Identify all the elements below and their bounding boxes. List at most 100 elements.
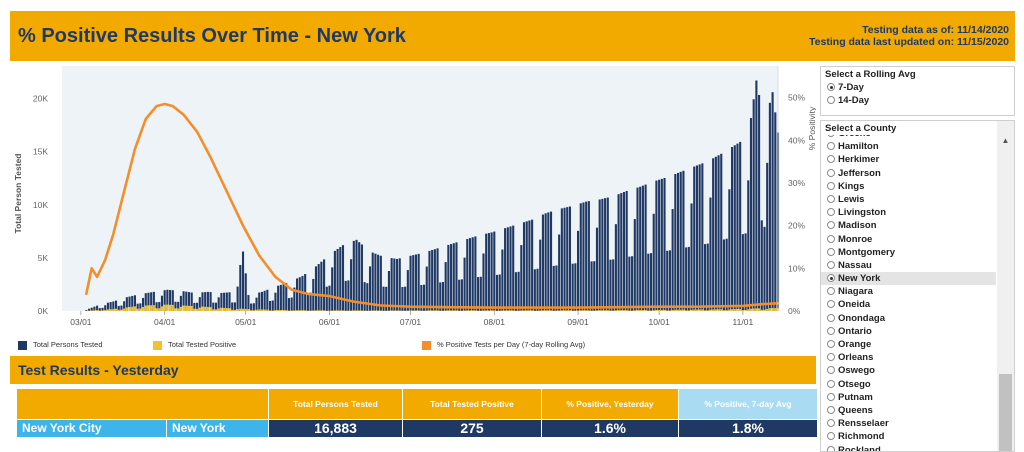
positive-bar bbox=[231, 309, 234, 311]
tested-bar bbox=[768, 102, 771, 311]
county-option[interactable]: Queens bbox=[821, 404, 996, 417]
tested-bar bbox=[563, 207, 566, 311]
county-option[interactable]: Oneida bbox=[821, 298, 996, 311]
legend-swatch-positive bbox=[153, 340, 162, 350]
county-option[interactable]: Rensselaer bbox=[821, 417, 996, 430]
positive-bar bbox=[341, 310, 345, 311]
tested-bar bbox=[514, 272, 517, 311]
county-option[interactable]: Monroe bbox=[821, 233, 996, 246]
tested-bar bbox=[487, 233, 490, 311]
county-option[interactable]: Nassau bbox=[821, 259, 996, 272]
tested-bar bbox=[393, 258, 396, 311]
tested-bar bbox=[741, 234, 744, 311]
county-option[interactable]: Herkimer bbox=[821, 153, 996, 166]
positive-bar bbox=[436, 310, 439, 311]
tested-bar bbox=[460, 279, 463, 311]
positive-bar bbox=[644, 309, 647, 311]
positive-bar bbox=[655, 309, 658, 311]
tested-bar bbox=[201, 292, 204, 311]
tested-bar bbox=[649, 253, 653, 311]
positive-bar bbox=[117, 309, 120, 311]
county-option[interactable]: Hamilton bbox=[821, 140, 996, 153]
tested-bar bbox=[690, 203, 693, 311]
positive-bar bbox=[106, 309, 109, 311]
positive-bar bbox=[312, 310, 315, 311]
tested-bar bbox=[420, 284, 423, 311]
positive-bar bbox=[166, 304, 169, 311]
testing-dates: Testing data as of: 11/14/2020 Testing d… bbox=[809, 24, 1009, 48]
tested-bar bbox=[328, 285, 331, 311]
positive-bar bbox=[617, 310, 620, 311]
county-option[interactable]: Richmond bbox=[821, 430, 996, 443]
positive-bar bbox=[671, 310, 674, 311]
tested-bar bbox=[585, 201, 588, 311]
rolling-option-7day[interactable]: 7-Day bbox=[821, 81, 1014, 94]
county-option[interactable]: Lewis bbox=[821, 193, 996, 206]
tested-bar bbox=[206, 291, 209, 311]
county-option[interactable]: Montgomery bbox=[821, 246, 996, 259]
positive-bar bbox=[587, 310, 590, 311]
scroll-up-icon[interactable]: ▲ bbox=[1001, 136, 1010, 145]
tested-bar bbox=[755, 80, 758, 312]
county-option[interactable]: Putnam bbox=[821, 391, 996, 404]
tested-bar bbox=[428, 250, 431, 311]
tested-bar bbox=[236, 286, 239, 311]
county-option[interactable]: Oswego bbox=[821, 364, 996, 377]
positive-bar bbox=[163, 304, 166, 311]
positive-bar bbox=[539, 310, 542, 311]
positivity-chart[interactable]: 0K 5K 10K 15K 20K 0% 10% 20% 30% 40% 50% 03/01 04/01… bbox=[10, 66, 816, 356]
tested-bar bbox=[277, 285, 280, 311]
positive-bar bbox=[244, 308, 247, 311]
tested-bar bbox=[179, 295, 182, 311]
county-option[interactable]: Orange bbox=[821, 338, 996, 351]
county-option[interactable]: Otsego bbox=[821, 378, 996, 391]
county-option[interactable]: Jefferson bbox=[821, 167, 996, 180]
tested-bar bbox=[474, 236, 477, 311]
scrollbar-thumb[interactable] bbox=[999, 374, 1012, 451]
positive-bar bbox=[339, 310, 342, 311]
chart-svg: 0K 5K 10K 15K 20K 0% 10% 20% 30% 40% 50% 03/01 04/01… bbox=[13, 66, 816, 327]
positive-bar bbox=[206, 306, 209, 311]
tested-bar bbox=[612, 259, 615, 311]
county-option-label: Herkimer bbox=[838, 154, 880, 166]
positive-bar bbox=[236, 309, 239, 311]
tested-bar bbox=[736, 143, 739, 311]
tested-bar bbox=[766, 162, 769, 311]
positive-bar bbox=[131, 306, 134, 311]
county-option[interactable]: Livingston bbox=[821, 206, 996, 219]
tested-bar bbox=[347, 280, 350, 311]
radio-icon bbox=[827, 221, 835, 230]
county-option[interactable]: Ontario bbox=[821, 325, 996, 338]
legend-item-tested[interactable]: Total Persons Tested bbox=[18, 340, 103, 350]
x-tick-label: 05/01 bbox=[235, 317, 257, 327]
county-option[interactable]: Kings bbox=[821, 180, 996, 193]
county-option[interactable]: New York bbox=[821, 272, 996, 286]
rolling-option-14day[interactable]: 14-Day bbox=[821, 94, 1014, 107]
positive-bar bbox=[604, 310, 607, 311]
legend-item-rolling[interactable]: % Positive Tests per Day (7-day Rolling … bbox=[422, 340, 585, 350]
positive-bar bbox=[544, 310, 547, 311]
positive-bar bbox=[260, 309, 263, 311]
positive-bar bbox=[695, 309, 698, 311]
positive-bar bbox=[179, 306, 182, 311]
county-option[interactable]: Rockland bbox=[821, 444, 996, 451]
positive-bar bbox=[455, 310, 458, 311]
legend-item-positive[interactable]: Total Tested Positive bbox=[153, 340, 236, 350]
county-scrollbar[interactable]: ▲ bbox=[997, 121, 1014, 451]
county-option[interactable]: Niagara bbox=[821, 285, 996, 298]
radio-icon bbox=[827, 300, 835, 309]
county-option[interactable]: Orleans bbox=[821, 351, 996, 364]
positive-bar bbox=[358, 310, 361, 311]
county-option[interactable]: Onondaga bbox=[821, 312, 996, 325]
radio-icon bbox=[827, 274, 835, 283]
table-row[interactable]: New York City New York 16,883 275 1.6% 1… bbox=[17, 420, 817, 437]
tested-bar bbox=[622, 192, 626, 311]
tested-bar bbox=[744, 233, 747, 311]
tested-bar bbox=[490, 232, 493, 311]
county-option[interactable]: Madison bbox=[821, 219, 996, 232]
positive-bar bbox=[739, 308, 742, 311]
tested-bar bbox=[701, 163, 704, 311]
rolling-avg-line bbox=[85, 102, 780, 309]
positive-bar bbox=[509, 310, 512, 311]
positive-bar bbox=[123, 308, 126, 311]
